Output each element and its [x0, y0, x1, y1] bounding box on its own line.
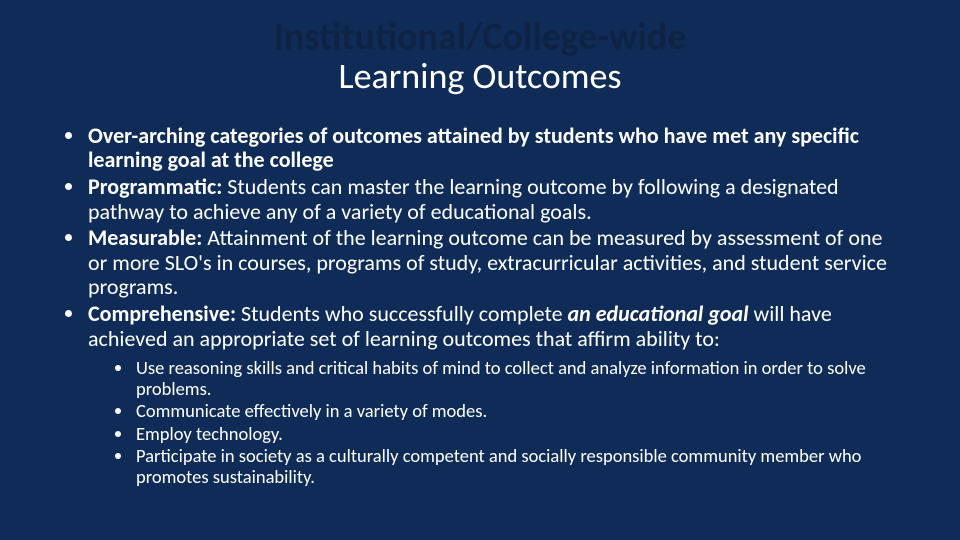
subbullet-reasoning: Use reasoning skills and critical habits…: [134, 357, 902, 399]
bullet-text: Attainment of the learning outcome can b…: [88, 224, 887, 300]
subbullet-technology: Employ technology.: [134, 423, 902, 444]
title-line-2: Learning Outcomes: [0, 58, 960, 96]
bullet-text-emph: an educational goal: [568, 300, 749, 327]
bullet-measurable: Measurable: Attainment of the learning o…: [86, 226, 902, 300]
bullet-comprehensive: Comprehensive: Students who successfully…: [86, 302, 902, 487]
bullet-label: Programmatic:: [88, 173, 222, 200]
sub-bullet-list: Use reasoning skills and critical habits…: [88, 357, 902, 486]
bullet-label: Measurable:: [88, 224, 202, 251]
main-bullet-list: Over-arching categories of outcomes atta…: [58, 124, 902, 487]
title-line-1: Institutional/College-wide: [0, 18, 960, 58]
subbullet-communicate: Communicate effectively in a variety of …: [134, 400, 902, 421]
bullet-overarching: Over-arching categories of outcomes atta…: [86, 124, 902, 173]
bullet-text-mid: Students who successfully complete: [236, 300, 567, 327]
title-block: Institutional/College-wide Learning Outc…: [0, 0, 960, 96]
subbullet-participate: Participate in society as a culturally c…: [134, 445, 902, 487]
body-content: Over-arching categories of outcomes atta…: [0, 96, 960, 487]
bullet-programmatic: Programmatic: Students can master the le…: [86, 175, 902, 224]
slide: Institutional/College-wide Learning Outc…: [0, 0, 960, 540]
bullet-text: Over-arching categories of outcomes atta…: [88, 122, 859, 174]
bullet-label: Comprehensive:: [88, 300, 236, 327]
